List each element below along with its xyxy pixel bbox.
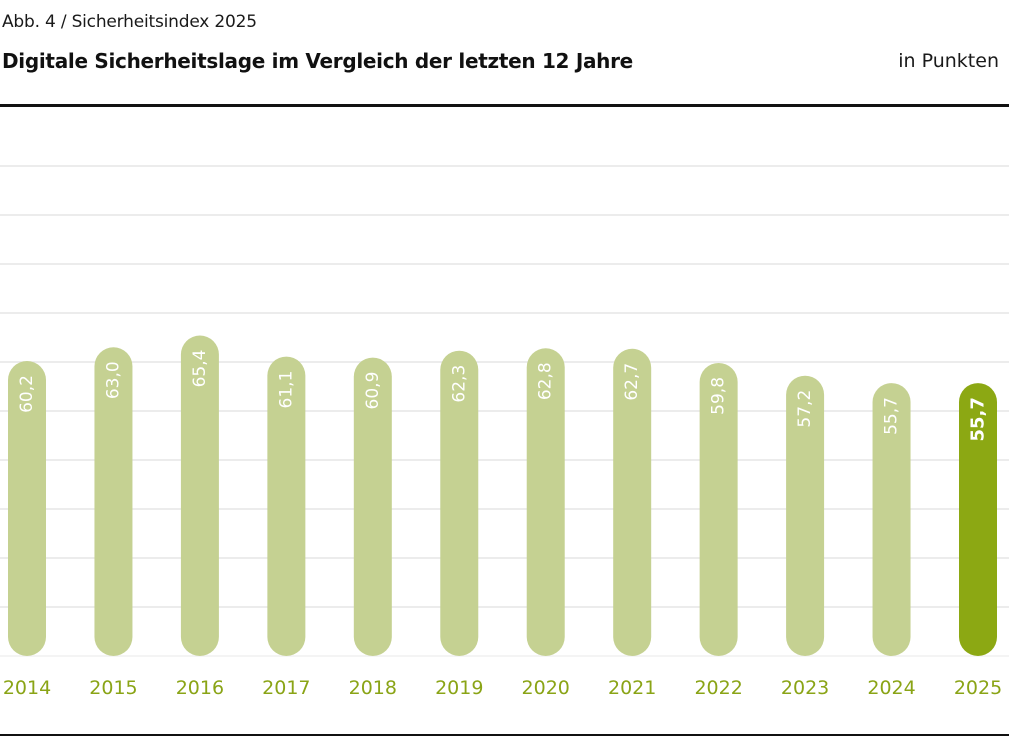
year-labels: 2014 2015 2016 2017 2018 2019 2020 2021 2022 2023… bbox=[3, 677, 1002, 699]
value-label-2022: 59,8 bbox=[709, 377, 729, 415]
bar-2025 bbox=[959, 383, 997, 656]
value-label-2019: 62,3 bbox=[449, 365, 469, 403]
year-label-2016: 2016 bbox=[176, 677, 224, 699]
bar-2018 bbox=[353, 357, 392, 656]
bar-2024 bbox=[872, 383, 911, 656]
bar-2016 bbox=[180, 335, 219, 656]
year-label-2015: 2015 bbox=[89, 677, 137, 699]
unit-label: in Punkten bbox=[898, 50, 999, 72]
value-label-2016: 65,4 bbox=[190, 350, 210, 388]
bar-2022 bbox=[699, 362, 738, 656]
value-label-2017: 61,1 bbox=[276, 371, 296, 409]
bar-2014 bbox=[8, 361, 46, 656]
year-label-2019: 2019 bbox=[435, 677, 483, 699]
year-label-2022: 2022 bbox=[694, 677, 742, 699]
year-label-2021: 2021 bbox=[608, 677, 656, 699]
year-label-2025: 2025 bbox=[954, 677, 1002, 699]
year-label-2024: 2024 bbox=[867, 677, 915, 699]
bar-2023 bbox=[786, 375, 825, 656]
value-label-2014: 60,2 bbox=[17, 375, 37, 413]
bar-2017 bbox=[267, 356, 306, 656]
chart-title: Digitale Sicherheitslage im Vergleich de… bbox=[2, 49, 633, 73]
bar-2020 bbox=[526, 348, 565, 656]
year-label-2014: 2014 bbox=[3, 677, 51, 699]
value-label-2018: 60,9 bbox=[363, 372, 383, 410]
value-labels: 60,2 63,0 65,4 61,1 60,9 62,3 62,8 62,7 59,8 57,2… bbox=[17, 350, 989, 442]
year-label-2020: 2020 bbox=[522, 677, 570, 699]
value-label-2021: 62,7 bbox=[622, 363, 642, 401]
bar-2019 bbox=[440, 350, 479, 656]
gridlines bbox=[0, 165, 1009, 657]
year-label-2018: 2018 bbox=[349, 677, 397, 699]
value-label-2025: 55,7 bbox=[968, 397, 989, 441]
year-label-2023: 2023 bbox=[781, 677, 829, 699]
value-label-2015: 63,0 bbox=[103, 361, 123, 399]
bottom-divider bbox=[0, 734, 1009, 736]
top-divider bbox=[0, 104, 1009, 107]
value-label-2024: 55,7 bbox=[882, 397, 902, 435]
bar-2021 bbox=[613, 348, 652, 656]
bars bbox=[8, 335, 997, 656]
year-label-2017: 2017 bbox=[262, 677, 310, 699]
value-label-2020: 62,8 bbox=[536, 362, 556, 400]
figure-kicker: Abb. 4 / Sicherheitsindex 2025 bbox=[2, 12, 257, 32]
value-label-2023: 57,2 bbox=[795, 390, 815, 428]
bar-2015 bbox=[94, 347, 133, 656]
